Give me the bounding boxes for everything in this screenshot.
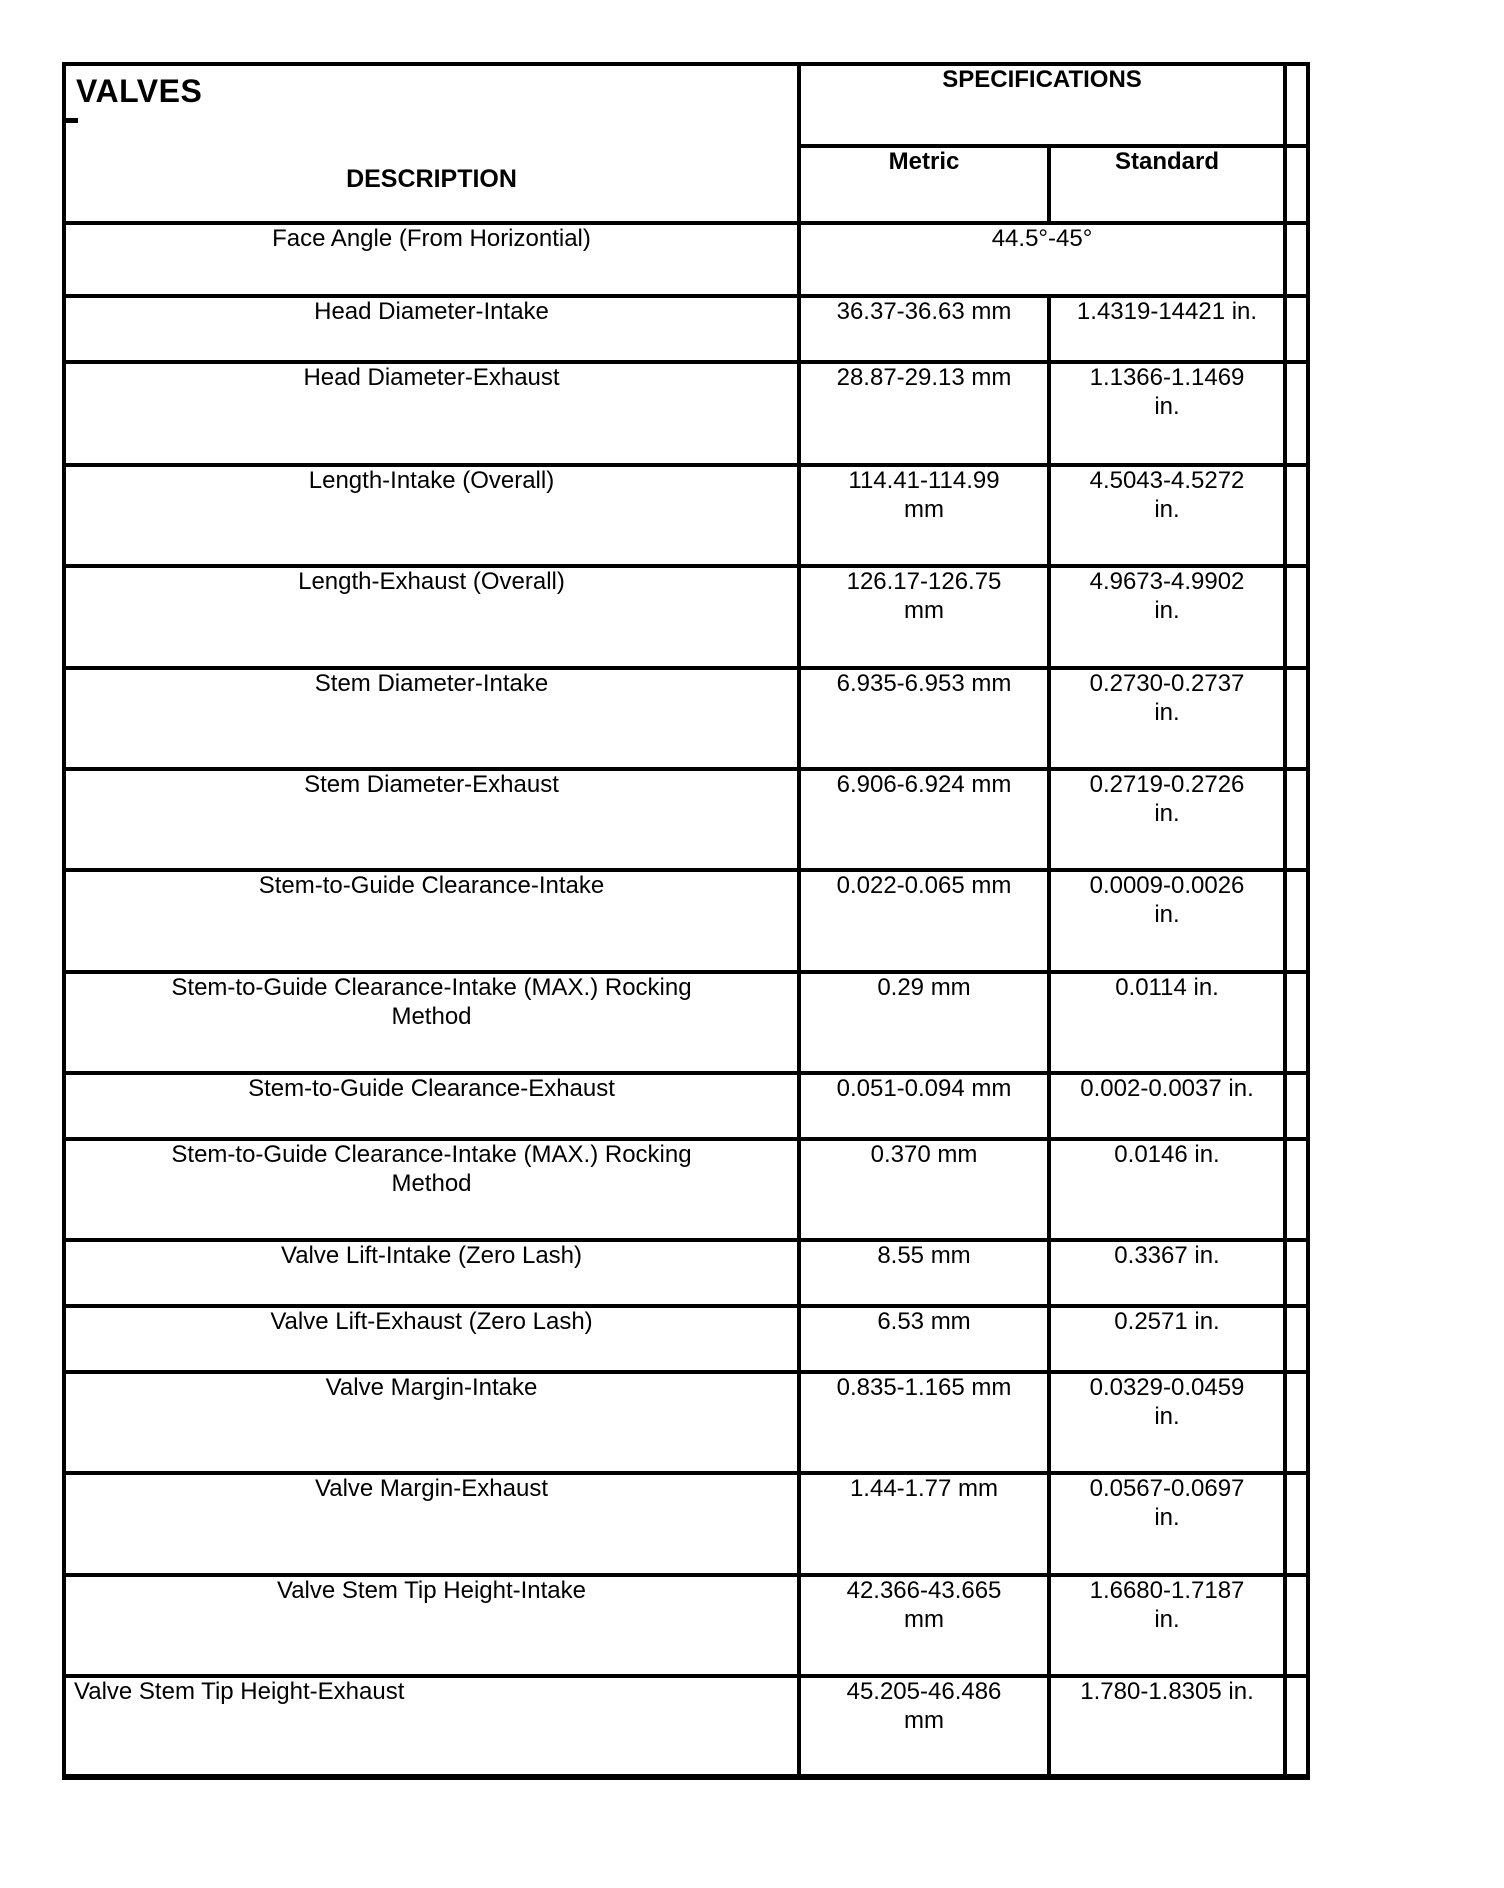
- table-row: Valve Lift-Intake (Zero Lash) 8.55 mm 0.33…: [62, 1238, 1311, 1308]
- table-row: Stem-to-Guide Clearance-Exhaust 0.051-0.0…: [62, 1071, 1311, 1141]
- spec-metric-value-cell: 0.022-0.065 mm: [797, 868, 1051, 974]
- specifications-header: SPECIFICATIONS: [796, 62, 1288, 148]
- table-row: Head Diameter-Intake 36.37-36.63 mm 1.4319…: [62, 294, 1311, 364]
- narrow-column-cell: [1283, 1137, 1311, 1242]
- spec-description-cell: Valve Margin-Exhaust: [62, 1471, 801, 1577]
- spec-metric-value-cell: 28.87-29.13 mm: [797, 360, 1051, 467]
- spec-metric-value-cell: 45.205-46.486 mm: [797, 1674, 1051, 1780]
- table-row: Head Diameter-Exhaust 28.87-29.13 mm 1.136…: [62, 360, 1311, 467]
- spec-standard-value-cell: 4.5043-4.5272 in.: [1046, 463, 1288, 568]
- spec-value-cell: 44.5°-45°: [796, 221, 1288, 298]
- spec-metric-value-cell: 0.370 mm: [797, 1137, 1051, 1242]
- table-title: VALVES: [76, 73, 203, 109]
- spec-metric-value-cell: 0.29 mm: [797, 970, 1051, 1075]
- ghost-cell: [1283, 62, 1311, 148]
- spec-metric-value-cell: 126.17-126.75 mm: [797, 564, 1051, 670]
- spec-standard-value-cell: 0.2730-0.2737 in.: [1046, 666, 1288, 771]
- table-row: Valve Margin-Intake 0.835-1.165 mm 0.0329-…: [62, 1370, 1311, 1475]
- spec-standard-value-cell: 4.9673-4.9902 in.: [1046, 564, 1288, 670]
- spec-standard-value-cell: 0.3367 in.: [1046, 1238, 1288, 1308]
- table-row: Valve Lift-Exhaust (Zero Lash) 6.53 mm 0.2…: [62, 1304, 1311, 1374]
- narrow-column-cell: [1283, 666, 1311, 771]
- spec-description-cell: Head Diameter-Exhaust: [62, 360, 801, 467]
- spec-metric-value-cell: 0.051-0.094 mm: [797, 1071, 1051, 1141]
- spec-description-cell: Face Angle (From Horizontial): [62, 221, 801, 298]
- spec-description-cell: Length-Intake (Overall): [62, 463, 801, 568]
- table-row: Stem-to-Guide Clearance-Intake (MAX.) Ro…: [62, 1137, 1311, 1242]
- spec-metric-value-cell: 0.835-1.165 mm: [797, 1370, 1051, 1475]
- narrow-column-cell: [1283, 1471, 1311, 1577]
- spec-description-cell: Stem-to-Guide Clearance-Intake: [62, 868, 801, 974]
- spec-description-cell: Stem Diameter-Intake: [62, 666, 801, 771]
- narrow-column-cell: [1283, 1573, 1311, 1678]
- standard-column-header: Standard: [1046, 144, 1288, 225]
- table-row: Valve Stem Tip Height-Exhaust 45.205-46.4…: [62, 1674, 1311, 1780]
- spec-description-cell: Head Diameter-Intake: [62, 294, 801, 364]
- spec-standard-value-cell: 0.2719-0.2726 in.: [1046, 767, 1288, 872]
- spec-description-cell: Stem-to-Guide Clearance-Exhaust: [62, 1071, 801, 1141]
- narrow-column-cell: [1283, 1304, 1311, 1374]
- table-header-row-2: Metric Standard: [64, 144, 1311, 225]
- table-row: Valve Margin-Exhaust 1.44-1.77 mm 0.0567-0…: [62, 1471, 1311, 1577]
- spec-description-cell: Valve Stem Tip Height-Exhaust: [62, 1674, 801, 1780]
- table-row: Length-Exhaust (Overall) 126.17-126.75 mm…: [62, 564, 1311, 670]
- narrow-column-cell: [1283, 221, 1311, 298]
- table-row: Stem-to-Guide Clearance-Intake (MAX.) Ro…: [62, 970, 1311, 1075]
- spec-metric-value-cell: 6.935-6.953 mm: [797, 666, 1051, 771]
- narrow-column-cell: [1283, 1238, 1311, 1308]
- spec-metric-value-cell: 6.906-6.924 mm: [797, 767, 1051, 872]
- spec-metric-value-cell: 8.55 mm: [797, 1238, 1051, 1308]
- spec-description-cell: Stem-to-Guide Clearance-Intake (MAX.) Ro…: [62, 1137, 801, 1242]
- table-row: Stem-to-Guide Clearance-Intake 0.022-0.06…: [62, 868, 1311, 974]
- spec-standard-value-cell: 0.0146 in.: [1046, 1137, 1288, 1242]
- narrow-column-cell: [1283, 463, 1311, 568]
- spec-standard-value-cell: 0.0329-0.0459 in.: [1046, 1370, 1288, 1475]
- narrow-column-cell: [1283, 360, 1311, 467]
- table-row: Stem Diameter-Intake 6.935-6.953 mm 0.2730…: [62, 666, 1311, 771]
- valve-specifications-table: VALVES DESCRIPTION SPECIFICATIONS Metric…: [62, 62, 1311, 1780]
- spec-standard-value-cell: 1.1366-1.1469 in.: [1046, 360, 1288, 467]
- spec-standard-value-cell: 1.4319-14421 in.: [1046, 294, 1288, 364]
- spec-standard-value-cell: 0.0009-0.0026 in.: [1046, 868, 1288, 974]
- spec-description-cell: Valve Lift-Intake (Zero Lash): [62, 1238, 801, 1308]
- spec-metric-value-cell: 6.53 mm: [797, 1304, 1051, 1374]
- table-row: Valve Stem Tip Height-Intake 42.366-43.66…: [62, 1573, 1311, 1678]
- metric-column-header: Metric: [797, 144, 1051, 225]
- spec-standard-value-cell: 0.2571 in.: [1046, 1304, 1288, 1374]
- spec-standard-value-cell: 0.0567-0.0697 in.: [1046, 1471, 1288, 1577]
- narrow-column-cell: [1283, 144, 1311, 225]
- spec-standard-value-cell: 0.0114 in.: [1046, 970, 1288, 1075]
- spec-description-cell: Stem Diameter-Exhaust: [62, 767, 801, 872]
- table-header-row-1: VALVES DESCRIPTION SPECIFICATIONS: [62, 62, 1311, 225]
- narrow-column-cell: [1283, 294, 1311, 364]
- spec-standard-value-cell: 0.002-0.0037 in.: [1046, 1071, 1288, 1141]
- table-row: Stem Diameter-Exhaust 6.906-6.924 mm 0.271…: [62, 767, 1311, 872]
- spec-metric-value-cell: 114.41-114.99 mm: [797, 463, 1051, 568]
- spec-description-cell: Valve Lift-Exhaust (Zero Lash): [62, 1304, 801, 1374]
- spec-metric-value-cell: 42.366-43.665 mm: [797, 1573, 1051, 1678]
- narrow-column-cell: [1283, 1674, 1311, 1780]
- spec-metric-value-cell: 36.37-36.63 mm: [797, 294, 1051, 364]
- description-header-cell: VALVES DESCRIPTION: [62, 62, 801, 225]
- spec-description-cell: Valve Margin-Intake: [62, 1370, 801, 1475]
- narrow-column-cell: [1283, 970, 1311, 1075]
- table-row: Length-Intake (Overall) 114.41-114.99 mm 4…: [62, 463, 1311, 568]
- narrow-column-cell: [1283, 1071, 1311, 1141]
- spec-description-cell: Length-Exhaust (Overall): [62, 564, 801, 670]
- narrow-column-cell: [1283, 564, 1311, 670]
- spec-description-cell: Valve Stem Tip Height-Intake: [62, 1573, 801, 1678]
- spec-standard-value-cell: 1.6680-1.7187 in.: [1046, 1573, 1288, 1678]
- narrow-column-cell: [1283, 767, 1311, 872]
- spec-standard-value-cell: 1.780-1.8305 in.: [1046, 1674, 1288, 1780]
- border-notch: [68, 118, 78, 123]
- description-column-header: DESCRIPTION: [346, 165, 517, 193]
- narrow-column-cell: [1283, 868, 1311, 974]
- narrow-column-cell: [1283, 1370, 1311, 1475]
- table-row-face-angle: Face Angle (From Horizontial) 44.5°-45°: [62, 221, 1311, 298]
- spec-description-cell: Stem-to-Guide Clearance-Intake (MAX.) Ro…: [62, 970, 801, 1075]
- spec-metric-value-cell: 1.44-1.77 mm: [797, 1471, 1051, 1577]
